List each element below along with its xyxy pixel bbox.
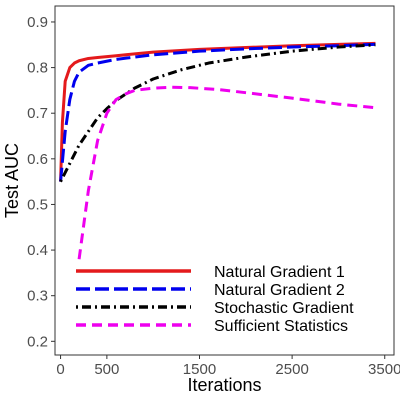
- y-tick-label: 0.3: [27, 288, 48, 305]
- x-axis: 0 500 1500 2500 3500: [56, 355, 400, 378]
- legend-label-2: Natural Gradient 2: [214, 282, 345, 299]
- y-tick-label: 0.2: [27, 333, 48, 350]
- y-axis: 0.2 0.3 0.4 0.5 0.6 0.7 0.8 0.9: [27, 14, 55, 350]
- x-tick-label: 0: [56, 361, 64, 378]
- y-tick-label: 0.9: [27, 14, 48, 31]
- x-tick-label: 2500: [275, 361, 308, 378]
- x-tick-label: 3500: [368, 361, 400, 378]
- x-tick-label: 1500: [183, 361, 216, 378]
- series-layer: [59, 41, 376, 260]
- series-line-3: [59, 43, 376, 183]
- y-tick-label: 0.8: [27, 60, 48, 77]
- legend-label-1: Natural Gradient 1: [214, 264, 345, 281]
- y-tick-label: 0.7: [27, 105, 48, 122]
- series-line-2: [59, 42, 376, 182]
- y-axis-title: Test AUC: [2, 143, 22, 218]
- series-line-4: [77, 85, 376, 260]
- y-tick-label: 0.5: [27, 196, 48, 213]
- y-tick-label: 0.4: [27, 242, 48, 259]
- x-tick-label: 500: [94, 361, 119, 378]
- y-tick-label: 0.6: [27, 151, 48, 168]
- x-axis-title: Iterations: [187, 375, 261, 395]
- legend-label-3: Stochastic Gradient: [214, 300, 354, 317]
- legend-label-4: Sufficient Statistics: [214, 318, 348, 335]
- plot-panel-border: [54, 5, 395, 356]
